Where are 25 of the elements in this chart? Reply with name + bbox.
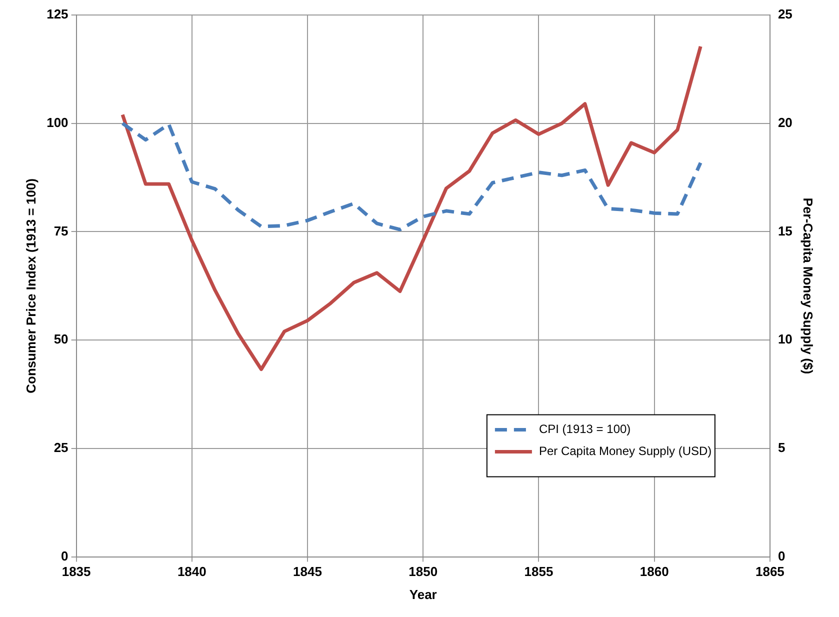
x-tick-label: 1840: [177, 564, 206, 580]
x-axis-title: Year: [409, 586, 437, 602]
x-tick-label: 1845: [293, 564, 322, 580]
x-tick-label: 1835: [62, 564, 91, 580]
y2-tick-label: 10: [778, 332, 792, 347]
y2-tick-label: 5: [778, 440, 786, 456]
y-axis-title: Consumer Price Index (1913 = 100): [23, 178, 38, 394]
x-tick-label: 1855: [524, 564, 554, 580]
y-tick-label: 25: [54, 440, 68, 456]
y2-tick-label: 25: [778, 6, 792, 22]
y-tick-label: 50: [54, 332, 68, 347]
y2-tick-label: 20: [778, 114, 792, 130]
y2-tick-label: 15: [778, 223, 792, 238]
y-tick-label: 75: [54, 223, 68, 238]
y2-tick-label: 0: [778, 548, 786, 564]
y-tick-label: 125: [46, 6, 68, 22]
legend-label: CPI (1913 = 100): [538, 422, 631, 436]
y2-axis-title: Per-Capita Money Supply ($): [800, 198, 816, 374]
x-tick-label: 1850: [408, 564, 438, 580]
y-tick-label: 0: [61, 548, 68, 564]
x-tick-label: 1865: [755, 564, 784, 580]
x-tick-label: 1860: [640, 564, 669, 580]
line-series: [120, 122, 702, 232]
legend-label: Per Capita Money Supply (USD): [538, 444, 712, 458]
y-tick-label: 100: [46, 114, 68, 130]
